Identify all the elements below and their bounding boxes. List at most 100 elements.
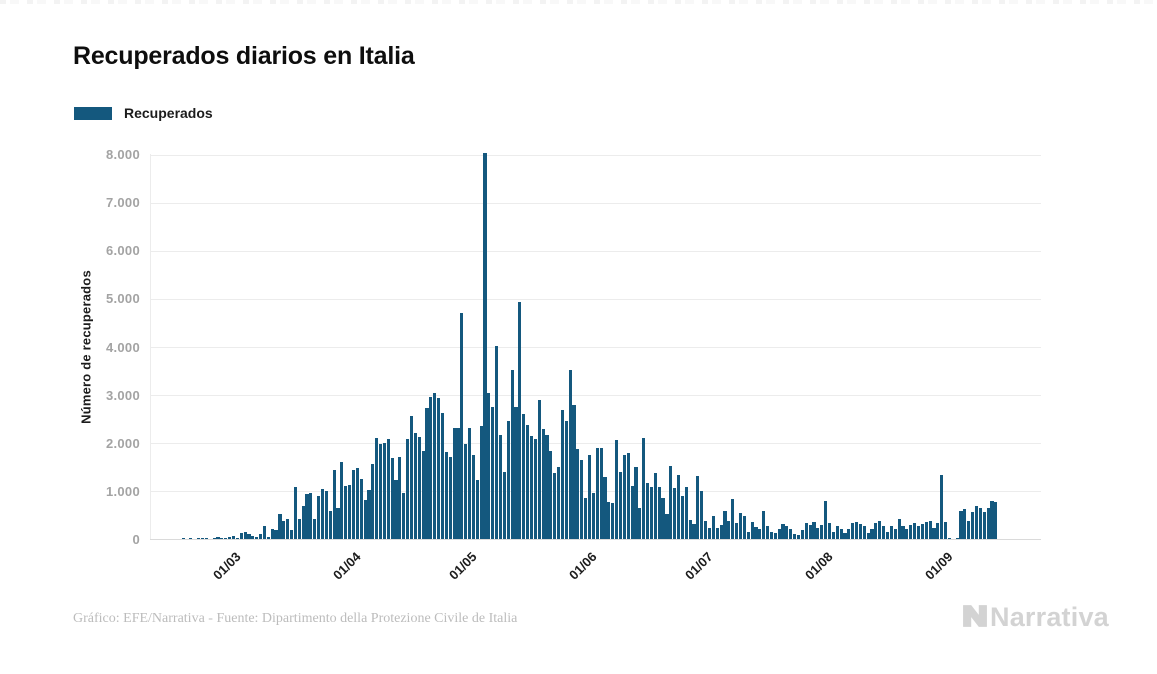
bar bbox=[715, 527, 719, 539]
bar bbox=[851, 522, 855, 539]
gridline bbox=[150, 250, 1041, 252]
bar bbox=[882, 526, 886, 539]
bar bbox=[661, 498, 665, 539]
bar bbox=[301, 505, 305, 539]
bar bbox=[932, 528, 936, 539]
bar bbox=[704, 521, 708, 539]
y-tick-label: 3.000 bbox=[105, 387, 140, 403]
legend: Recuperados bbox=[74, 105, 213, 121]
bar bbox=[901, 526, 905, 539]
bar bbox=[808, 525, 812, 539]
bar bbox=[630, 485, 634, 539]
bar bbox=[371, 464, 375, 539]
bar bbox=[947, 538, 951, 539]
bar bbox=[793, 533, 797, 539]
bar bbox=[626, 453, 630, 539]
bar bbox=[440, 412, 445, 539]
bar bbox=[448, 457, 452, 539]
bar bbox=[692, 524, 696, 539]
bar bbox=[603, 476, 607, 539]
bar bbox=[495, 346, 499, 539]
brand-name: Narrativa bbox=[990, 602, 1109, 632]
bar bbox=[785, 526, 789, 539]
bar bbox=[560, 410, 564, 539]
bar bbox=[479, 425, 483, 539]
bar bbox=[854, 521, 859, 539]
bar bbox=[827, 522, 832, 539]
bar bbox=[804, 522, 808, 539]
bar bbox=[332, 470, 336, 539]
bar bbox=[831, 531, 835, 539]
bar bbox=[878, 520, 882, 539]
bar bbox=[700, 490, 704, 539]
bar bbox=[750, 522, 754, 539]
bar bbox=[781, 524, 785, 539]
y-tick-label: 7.000 bbox=[105, 195, 140, 211]
bar bbox=[916, 526, 921, 539]
bar bbox=[653, 473, 657, 539]
bar bbox=[580, 460, 584, 539]
bar bbox=[324, 490, 328, 539]
bar bbox=[262, 525, 267, 539]
bar bbox=[676, 475, 681, 539]
bar bbox=[382, 443, 386, 539]
bar bbox=[707, 528, 712, 539]
bar bbox=[317, 495, 321, 539]
bar bbox=[665, 513, 669, 539]
bar bbox=[406, 439, 410, 539]
bar bbox=[464, 444, 468, 539]
bar bbox=[994, 502, 998, 539]
bar bbox=[398, 457, 402, 539]
bar bbox=[622, 454, 626, 539]
bar bbox=[885, 531, 890, 539]
y-tick-label: 2.000 bbox=[105, 435, 140, 451]
bar bbox=[982, 512, 986, 539]
bar bbox=[259, 534, 263, 539]
bar bbox=[634, 466, 638, 539]
bar bbox=[367, 489, 371, 539]
bar bbox=[413, 433, 417, 539]
bar bbox=[444, 452, 448, 539]
bar bbox=[719, 524, 723, 539]
y-tick-label: 5.000 bbox=[105, 291, 140, 307]
bar bbox=[320, 489, 325, 539]
bar bbox=[936, 522, 940, 539]
bar bbox=[471, 455, 475, 539]
bar bbox=[266, 537, 270, 539]
bar bbox=[738, 513, 743, 539]
bar bbox=[735, 522, 739, 539]
bar bbox=[386, 438, 390, 539]
y-axis-line bbox=[150, 154, 151, 540]
bar bbox=[971, 512, 975, 539]
bar bbox=[858, 524, 862, 539]
bar bbox=[452, 427, 456, 539]
bar bbox=[680, 496, 684, 539]
bar bbox=[758, 528, 762, 539]
bar bbox=[537, 400, 541, 539]
source-credit: Gráfico: EFE/Narrativa - Fuente: Diparti… bbox=[73, 611, 518, 626]
bar bbox=[835, 526, 839, 539]
bar bbox=[545, 435, 549, 539]
gridline bbox=[150, 202, 1041, 204]
bar bbox=[974, 505, 979, 539]
x-tick-label: 01/05 bbox=[446, 549, 480, 583]
bar bbox=[862, 526, 866, 539]
bar bbox=[688, 519, 692, 539]
y-tick-label: 1.000 bbox=[105, 483, 140, 499]
bar bbox=[336, 507, 340, 539]
bar bbox=[967, 520, 971, 539]
gridline bbox=[150, 443, 1041, 445]
gridline bbox=[150, 491, 1041, 493]
bar bbox=[247, 533, 251, 539]
bar bbox=[576, 448, 580, 539]
bar bbox=[599, 448, 603, 539]
bar bbox=[657, 486, 661, 539]
bar bbox=[673, 487, 677, 539]
bar bbox=[611, 503, 615, 539]
bar bbox=[649, 486, 654, 539]
bar bbox=[375, 438, 379, 539]
bar bbox=[289, 529, 294, 539]
bar bbox=[533, 439, 537, 539]
bar bbox=[282, 521, 286, 539]
bar bbox=[789, 528, 793, 539]
